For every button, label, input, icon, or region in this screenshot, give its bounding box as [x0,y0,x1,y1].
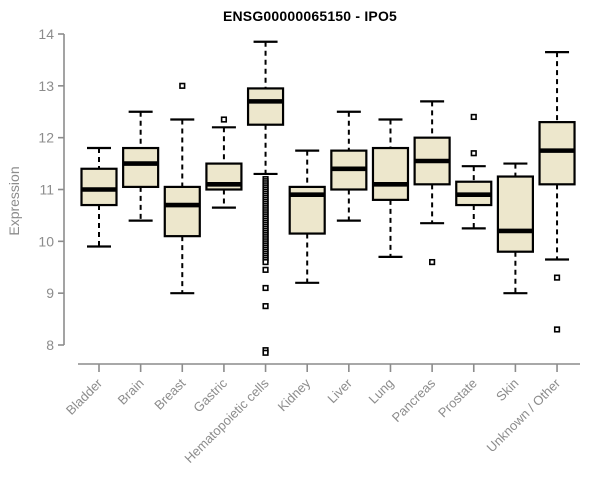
outlier-point [220,116,228,123]
box-prostate [455,113,493,230]
y-tick-label: 9 [46,285,54,301]
x-category-label: Kidney [275,375,314,414]
iqr-box [122,146,160,189]
box-liver [330,110,368,222]
chart-title: ENSG00000065150 - IPO5 [222,8,398,24]
iqr-box [246,87,285,126]
outlier-point [553,326,561,333]
box-bladder [80,146,118,248]
outlier-point [262,284,269,292]
y-tick-label: 13 [38,78,54,94]
box-gastric [205,116,243,209]
box-brain [122,110,160,222]
x-category-label: Bladder [63,375,106,418]
iqr-box [371,146,410,201]
box-kidney [288,149,326,284]
outlier-point [262,258,269,266]
box-skin [496,162,534,295]
outlier-point [179,82,186,89]
outlier-point [553,274,561,281]
x-category-label: Gastric [190,375,230,415]
x-category-label: Unknown / Other [484,375,564,455]
box-lung [371,118,410,258]
box-pancreas [413,100,451,266]
outlier-point [470,150,477,157]
outlier-point [470,113,477,121]
box-unknown-other [538,51,576,333]
x-category-label: Lung [366,376,397,407]
x-category-label: Brain [115,376,147,408]
outlier-point [262,349,269,356]
outlier-point [262,303,269,310]
iqr-box [163,185,201,238]
y-tick-label: 10 [38,233,54,249]
y-tick-label: 14 [38,26,54,42]
iqr-box [538,121,576,186]
iqr-box [496,175,534,253]
y-tick-label: 8 [46,337,54,353]
x-category-label: Breast [151,375,188,412]
box-breast [163,82,201,295]
x-category-label: Liver [324,375,355,406]
outlier-point [429,258,436,266]
y-tick-label: 11 [39,182,54,198]
x-category-label: Skin [493,376,521,404]
iqr-box [80,167,118,207]
x-category-label: Prostate [435,376,480,421]
y-tick-label: 12 [38,130,54,146]
box-hematopoietic-cells [246,40,285,356]
outlier-point [262,266,269,273]
x-category-label: Pancreas [389,375,439,425]
